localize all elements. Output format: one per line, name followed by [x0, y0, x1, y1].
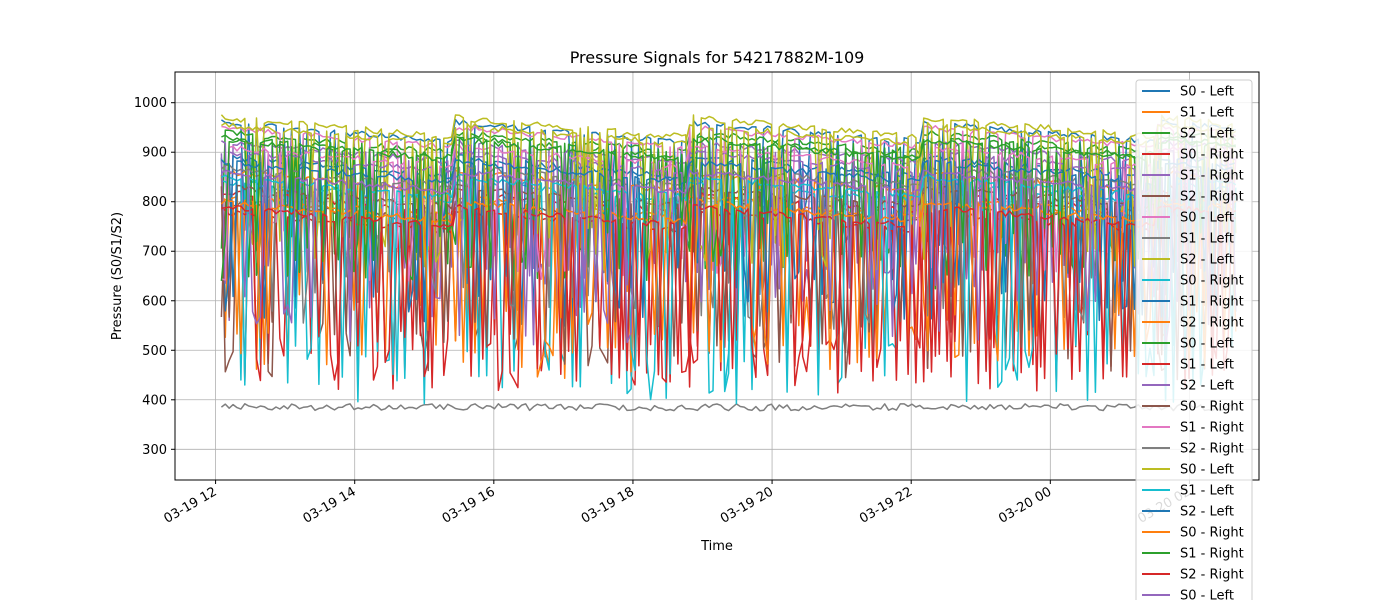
- series-line: [220, 136, 1237, 282]
- legend-entry: S0 - Right: [1180, 400, 1244, 415]
- legend-entry: S0 - Right: [1180, 274, 1244, 289]
- series-line: [221, 173, 1237, 405]
- legend-entry: S0 - Left: [1180, 337, 1234, 352]
- legend-entry: S1 - Right: [1180, 169, 1244, 184]
- legend-entry: S0 - Right: [1180, 148, 1244, 163]
- y-tick-label: 300: [142, 443, 167, 458]
- legend-entry: S0 - Left: [1180, 463, 1234, 478]
- legend-entry: S2 - Right: [1180, 442, 1244, 457]
- legend: S0 - Left S1 - Left S2 - Left S0 - Right S1 …: [1135, 79, 1253, 600]
- series-line: [220, 114, 1237, 252]
- data-series-group: [220, 114, 1237, 412]
- legend-entry: S2 - Left: [1180, 505, 1234, 520]
- series-line: [221, 203, 1237, 394]
- series-line: [220, 168, 1237, 349]
- series-line: [220, 198, 1237, 371]
- legend-entry: S2 - Right: [1180, 316, 1244, 331]
- legend-entry: S2 - Right: [1180, 190, 1244, 205]
- y-tick-label: 700: [142, 245, 167, 260]
- legend-entry: S1 - Right: [1180, 421, 1244, 436]
- legend-entry: S1 - Right: [1180, 547, 1244, 562]
- y-tick-label: 400: [142, 393, 167, 408]
- y-tick-label: 500: [142, 344, 167, 359]
- legend-entry: S0 - Left: [1180, 211, 1234, 226]
- legend-entry: S1 - Left: [1180, 484, 1234, 499]
- legend-entry: S1 - Left: [1180, 232, 1234, 247]
- y-tick-label: 900: [142, 146, 167, 161]
- legend-entry: S0 - Left: [1180, 589, 1234, 600]
- legend-entry: S1 - Right: [1180, 295, 1244, 310]
- series-line: [220, 183, 1237, 381]
- legend-box: [1135, 79, 1253, 600]
- legend-entry: S1 - Left: [1180, 358, 1234, 373]
- legend-entry: S0 - Left: [1180, 85, 1234, 100]
- legend-entry: S0 - Right: [1180, 526, 1244, 541]
- series-line: [220, 403, 1237, 412]
- legend-entry: S2 - Left: [1180, 379, 1234, 394]
- x-axis-label: Time: [700, 539, 733, 554]
- plot-area-frame: [174, 71, 1260, 481]
- legend-entry: S2 - Right: [1180, 568, 1244, 583]
- y-tick-label: 800: [142, 195, 167, 210]
- legend-entry: S1 - Left: [1180, 106, 1234, 121]
- legend-entry: S2 - Left: [1180, 127, 1234, 142]
- series-line: [220, 154, 1237, 328]
- legend-entry: S2 - Left: [1180, 253, 1234, 268]
- chart-title: Pressure Signals for 54217882M-109: [570, 48, 865, 67]
- y-tick-label: 600: [142, 294, 167, 309]
- y-axis-label: Pressure (S0/S1/S2): [110, 212, 125, 340]
- y-tick-label: 1000: [134, 96, 167, 111]
